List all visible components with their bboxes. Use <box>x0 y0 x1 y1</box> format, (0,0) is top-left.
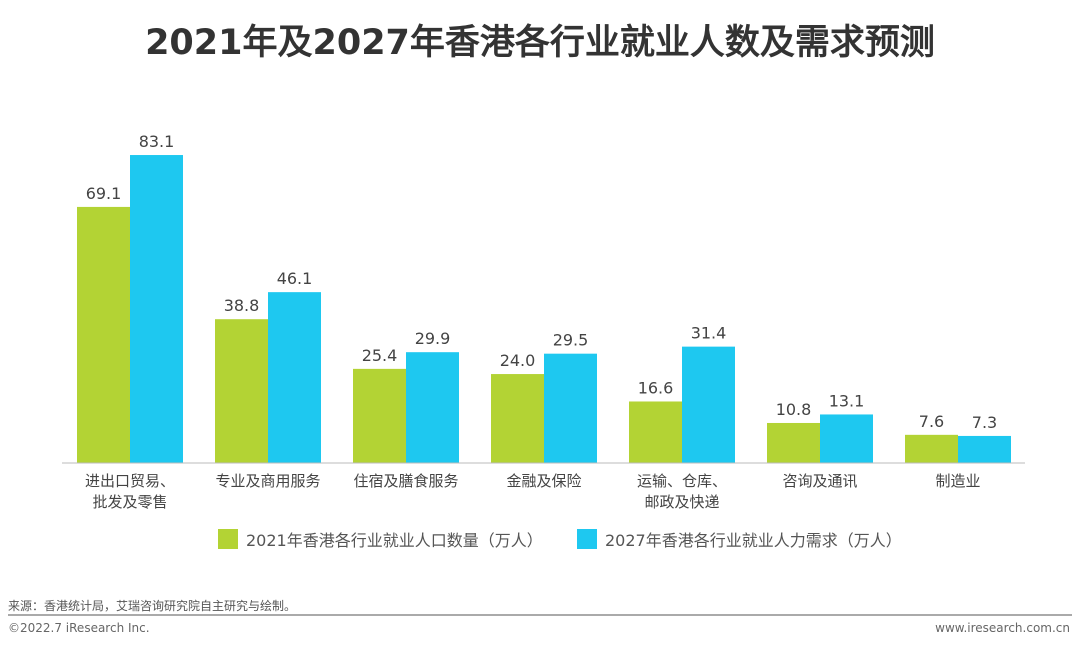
data-label: 29.9 <box>415 329 451 348</box>
x-tick-label: 邮政及快递 <box>644 493 719 511</box>
bar-2027-4 <box>682 346 735 463</box>
data-label: 69.1 <box>86 184 122 203</box>
x-tick-label: 制造业 <box>935 472 980 490</box>
data-label: 46.1 <box>277 269 313 288</box>
legend-swatch-2027 <box>577 529 597 549</box>
legend-swatch-2021 <box>218 529 238 549</box>
x-tick-label: 进出口贸易、 <box>85 472 175 490</box>
data-label: 24.0 <box>500 351 536 370</box>
website-link[interactable]: www.iresearch.com.cn <box>935 621 1070 635</box>
footer-divider <box>8 614 1072 616</box>
data-label: 7.3 <box>972 413 997 432</box>
legend-item-2021: 2021年香港各行业就业人口数量（万人） <box>218 527 543 551</box>
data-label: 16.6 <box>638 378 674 397</box>
bar-2021-6 <box>905 434 958 463</box>
data-label: 29.5 <box>553 331 589 350</box>
data-label: 31.4 <box>691 324 727 343</box>
bar-2021-1 <box>215 319 268 463</box>
legend-item-2027: 2027年香港各行业就业人力需求（万人） <box>577 527 902 551</box>
bar-2021-5 <box>767 422 820 463</box>
copyright: ©2022.7 iResearch Inc. <box>8 621 150 635</box>
legend-label-2027: 2027年香港各行业就业人力需求（万人） <box>605 531 902 550</box>
bar-2027-0 <box>130 155 183 463</box>
bar-2027-1 <box>268 292 321 463</box>
bar-2027-3 <box>544 353 597 463</box>
x-tick-label: 咨询及通讯 <box>782 472 857 490</box>
legend-label-2021: 2021年香港各行业就业人口数量（万人） <box>246 531 543 550</box>
data-label: 83.1 <box>139 132 175 151</box>
data-label: 25.4 <box>362 346 398 365</box>
x-tick-label: 金融及保险 <box>506 472 581 490</box>
data-label: 38.8 <box>224 296 260 315</box>
x-tick-label: 专业及商用服务 <box>215 472 320 490</box>
data-label: 10.8 <box>776 400 812 419</box>
bar-2027-6 <box>958 435 1011 463</box>
source-note: 来源：香港统计局，艾瑞咨询研究院自主研究与绘制。 <box>8 599 297 613</box>
x-tick-label: 批发及零售 <box>92 493 167 511</box>
data-label: 13.1 <box>829 391 865 410</box>
x-tick-label: 住宿及膳食服务 <box>353 472 458 490</box>
bar-2021-0 <box>77 206 130 463</box>
data-label: 7.6 <box>919 412 944 431</box>
bar-2021-2 <box>353 368 406 463</box>
bar-2027-2 <box>406 352 459 463</box>
bar-2021-3 <box>491 374 544 463</box>
bar-chart: 69.1 38.8 25.4 24.0 16.6 10.8 7.6 83.1 46.1 29.9 2… <box>62 132 1025 511</box>
bar-2027-5 <box>820 414 873 463</box>
bar-2021-4 <box>629 401 682 463</box>
x-tick-label: 运输、仓库、 <box>637 472 727 490</box>
chart-title: 2021年及2027年香港各行业就业人数及需求预测 <box>145 23 935 63</box>
